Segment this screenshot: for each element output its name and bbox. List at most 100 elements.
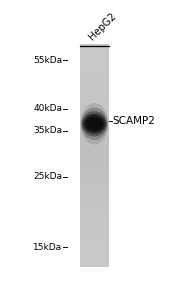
Bar (80, 64, 109, 66)
Bar (80, 146, 109, 149)
Bar (80, 93, 109, 95)
Bar (80, 155, 109, 158)
Bar (80, 162, 109, 164)
Bar (80, 262, 109, 265)
Bar (80, 158, 109, 160)
Bar (80, 236, 109, 238)
Bar (80, 224, 109, 227)
Bar (80, 75, 109, 77)
Bar (80, 82, 109, 84)
Text: HepG2: HepG2 (87, 11, 118, 42)
Bar (80, 68, 109, 71)
Bar (80, 256, 109, 258)
Bar (80, 59, 109, 62)
Ellipse shape (88, 118, 101, 129)
Bar (80, 122, 109, 124)
Bar (80, 164, 109, 167)
Bar (80, 249, 109, 251)
Bar (80, 204, 109, 207)
Bar (80, 80, 109, 82)
Bar (80, 50, 109, 53)
Bar (80, 131, 109, 133)
Bar (80, 44, 109, 46)
Text: 40kDa: 40kDa (33, 104, 62, 113)
Bar (80, 126, 109, 129)
Bar (80, 213, 109, 216)
Bar (80, 135, 109, 138)
Bar (80, 231, 109, 234)
Text: 15kDa: 15kDa (33, 243, 62, 252)
Bar (80, 173, 109, 176)
Bar (80, 117, 109, 120)
Bar (80, 202, 109, 205)
Bar (80, 133, 109, 136)
Bar (80, 169, 109, 171)
Bar (80, 140, 109, 142)
Bar (80, 113, 109, 116)
Bar (80, 153, 109, 155)
Bar (80, 260, 109, 262)
Bar (80, 120, 109, 122)
Bar (80, 200, 109, 202)
Ellipse shape (85, 116, 104, 131)
Bar (80, 207, 109, 209)
Ellipse shape (81, 108, 108, 140)
Bar (80, 244, 109, 247)
Bar (80, 195, 109, 198)
Bar (80, 189, 109, 191)
Bar (80, 218, 109, 220)
Bar (80, 229, 109, 231)
Bar (80, 129, 109, 131)
Bar (80, 104, 109, 106)
Bar (80, 240, 109, 242)
Bar (80, 55, 109, 58)
Bar (80, 265, 109, 267)
Bar (80, 57, 109, 60)
Bar (80, 209, 109, 211)
Bar (80, 215, 109, 218)
Bar (80, 84, 109, 86)
Bar (80, 233, 109, 236)
Bar (80, 115, 109, 118)
Bar (80, 53, 109, 55)
Bar (80, 111, 109, 113)
Bar (80, 70, 109, 73)
Bar (80, 182, 109, 184)
Ellipse shape (83, 114, 106, 134)
Bar (80, 167, 109, 169)
Bar (80, 226, 109, 229)
Bar (80, 77, 109, 80)
Bar (80, 238, 109, 240)
Bar (80, 144, 109, 147)
Bar (80, 258, 109, 260)
Text: 35kDa: 35kDa (33, 126, 62, 135)
Bar (80, 148, 109, 151)
Bar (80, 191, 109, 194)
Bar (80, 184, 109, 187)
Bar (80, 220, 109, 222)
Bar (80, 106, 109, 109)
Bar (80, 187, 109, 189)
Bar (80, 160, 109, 162)
Bar (80, 198, 109, 200)
Bar (80, 46, 109, 49)
Bar (80, 102, 109, 104)
Ellipse shape (81, 103, 108, 145)
Bar (80, 48, 109, 51)
Bar (80, 251, 109, 254)
Bar (80, 86, 109, 89)
Bar (80, 193, 109, 196)
Bar (80, 222, 109, 225)
Bar (80, 176, 109, 178)
Text: 25kDa: 25kDa (33, 172, 62, 182)
Bar (80, 242, 109, 245)
Bar (80, 88, 109, 91)
Bar (80, 180, 109, 182)
Bar (80, 171, 109, 173)
Text: 55kDa: 55kDa (33, 56, 62, 65)
Ellipse shape (82, 111, 107, 136)
Bar (80, 254, 109, 256)
Bar (80, 109, 109, 111)
Bar (80, 98, 109, 100)
Bar (80, 66, 109, 69)
